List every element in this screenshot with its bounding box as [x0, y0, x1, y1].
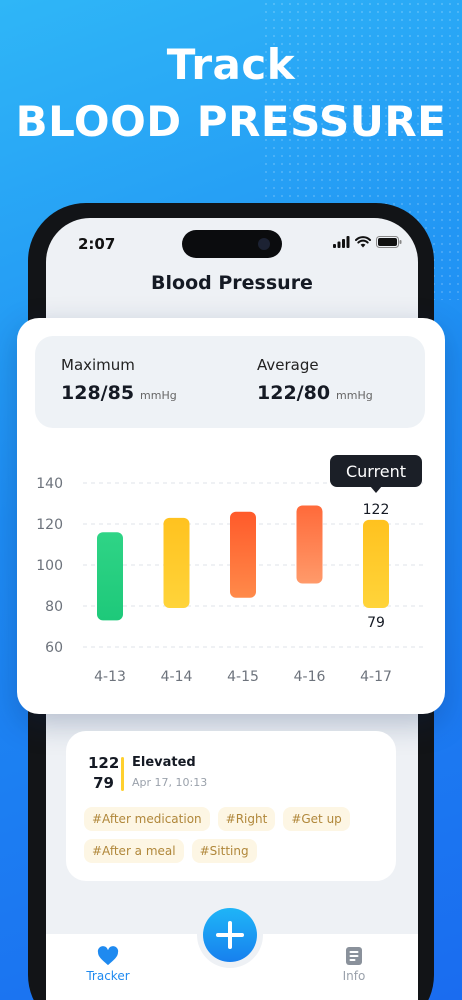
camera-icon: [258, 238, 270, 250]
x-tick-4-13: 4-13: [94, 669, 126, 685]
entry-status: Elevated: [132, 755, 196, 770]
battery-icon: [376, 236, 402, 248]
headline-line-1: Track: [166, 40, 296, 89]
document-icon: [346, 947, 362, 965]
y-tick-140: 140: [36, 476, 63, 492]
maximum-value: 128/85: [61, 382, 135, 404]
status-color-bar: [121, 757, 124, 791]
wifi-icon: [355, 236, 371, 248]
current-high-label: 122: [363, 502, 390, 518]
tab-tracker[interactable]: Tracker: [68, 946, 148, 983]
bp-chart: 60 80 100 120 140 4-13 4-14 4-15 4-16 4-17 Current…: [36, 455, 427, 685]
tag-after-medication: #After medication: [84, 807, 210, 831]
x-tick-4-15: 4-15: [227, 669, 259, 685]
screen-title: Blood Pressure: [151, 272, 313, 294]
current-tooltip: [330, 455, 422, 487]
average-block: Average 122/80 mmHg: [257, 356, 373, 404]
status-time: 2:07: [78, 235, 116, 253]
add-reading-button[interactable]: [203, 908, 257, 962]
promo-headline: Track BLOOD PRESSURE: [0, 40, 462, 146]
signal-icon: [333, 236, 350, 248]
bar-4-16: [296, 505, 323, 584]
entry-systolic: 122: [88, 754, 120, 772]
tag-sitting: #Sitting: [191, 839, 257, 863]
tag-get-up: #Get up: [283, 807, 350, 831]
status-bar: 2:07: [78, 233, 402, 253]
tab-tracker-label: Tracker: [86, 969, 130, 983]
tab-bar: Tracker Info: [46, 934, 418, 1000]
dynamic-island: [182, 230, 282, 258]
tab-info[interactable]: Info: [314, 946, 394, 983]
heart-icon: [97, 946, 119, 966]
y-tick-80: 80: [45, 599, 63, 615]
tag-list: #After medication #Right #Get up #After …: [84, 807, 384, 863]
average-value: 122/80: [257, 382, 331, 404]
tag-after-a-meal: #After a meal: [84, 839, 184, 863]
maximum-unit: mmHg: [140, 389, 177, 402]
entry-diastolic: 79: [93, 774, 114, 792]
bar-4-15: [230, 511, 256, 598]
latest-entry-card[interactable]: 122 79 Elevated Apr 17, 10:13 #After med…: [66, 731, 396, 881]
y-tick-60: 60: [45, 640, 63, 656]
maximum-label: Maximum: [61, 356, 135, 374]
tag-right: #Right: [217, 807, 276, 831]
chart-card: Maximum 128/85 mmHg Average 122/80 mmHg 60…: [17, 318, 445, 714]
current-tooltip-label: Current: [346, 462, 406, 481]
maximum-block: Maximum 128/85 mmHg: [61, 356, 177, 404]
current-low-label: 79: [367, 615, 385, 631]
y-tick-100: 100: [36, 558, 63, 574]
headline-line-2: BLOOD PRESSURE: [15, 97, 447, 146]
x-tick-4-16: 4-16: [294, 669, 326, 685]
bar-4-13: [97, 532, 123, 621]
average-unit: mmHg: [336, 389, 373, 402]
x-tick-4-17: 4-17: [360, 669, 392, 685]
current-tooltip-pointer: [370, 486, 382, 493]
summary-panel: Maximum 128/85 mmHg Average 122/80 mmHg: [35, 336, 425, 428]
tab-info-label: Info: [342, 969, 366, 983]
x-tick-4-14: 4-14: [161, 669, 193, 685]
bar-4-14: [163, 517, 190, 609]
entry-date: Apr 17, 10:13: [132, 776, 208, 789]
average-label: Average: [257, 356, 319, 374]
bar-4-17: [363, 519, 389, 609]
y-tick-120: 120: [36, 517, 63, 533]
